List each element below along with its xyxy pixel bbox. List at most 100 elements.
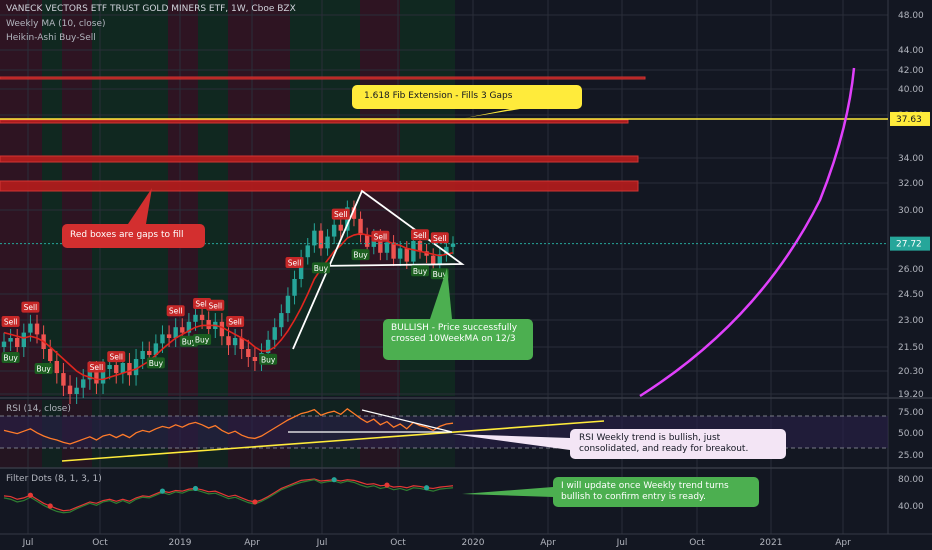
rsi-pane-label[interactable]: RSI (14, close) bbox=[6, 404, 71, 414]
signal-label: Buy bbox=[314, 264, 329, 273]
candle-body bbox=[358, 218, 363, 236]
candle-body bbox=[239, 338, 244, 349]
gap-box bbox=[0, 119, 629, 124]
filter-dots-pane-label[interactable]: Filter Dots (8, 1, 3, 1) bbox=[6, 474, 102, 484]
gaps-pointer bbox=[128, 188, 152, 224]
candle-body bbox=[404, 248, 409, 262]
candle-body bbox=[81, 379, 86, 388]
last-price-label: 27.72 bbox=[896, 240, 922, 250]
rsi-line bbox=[3, 407, 454, 445]
signal-label: Sell bbox=[209, 301, 223, 310]
buy-signal: Buy bbox=[1, 352, 20, 363]
signal-label: Sell bbox=[109, 353, 123, 362]
candle-body bbox=[298, 257, 304, 279]
candle-body bbox=[397, 248, 403, 259]
candle-body bbox=[127, 363, 132, 376]
signal-label: Buy bbox=[182, 337, 197, 346]
ma-indicator-label[interactable]: Weekly MA (10, close) bbox=[6, 19, 106, 29]
signal-badge bbox=[430, 232, 449, 244]
candle-body bbox=[100, 369, 106, 384]
price-tick-label: 30.00 bbox=[898, 206, 924, 216]
candle-body bbox=[338, 224, 343, 231]
rsi-resistance-line bbox=[361, 409, 453, 433]
signal-badge bbox=[311, 262, 330, 274]
buy-signal: Buy bbox=[193, 334, 212, 345]
sell-signal: Sell bbox=[107, 351, 126, 363]
filter-dot bbox=[159, 488, 166, 494]
candle-body bbox=[246, 349, 251, 357]
price-tick-label: 44.00 bbox=[898, 46, 924, 56]
trend-band bbox=[228, 0, 290, 396]
candle-body bbox=[252, 357, 258, 361]
sell-signal: Sell bbox=[21, 301, 40, 313]
signal-badge bbox=[285, 257, 304, 268]
sell-signal: Sell bbox=[285, 257, 304, 268]
filter-dot bbox=[331, 477, 337, 483]
candle-body bbox=[331, 224, 337, 237]
signal-badge bbox=[146, 357, 165, 369]
signal-label: Sell bbox=[288, 259, 302, 268]
signal-label: Sell bbox=[90, 363, 104, 372]
signal-badge bbox=[331, 208, 350, 220]
filter-tick-label: 80.00 bbox=[898, 475, 924, 485]
price-tick-label: 40.00 bbox=[898, 85, 924, 95]
time-tick-label: Oct bbox=[689, 538, 705, 548]
signal-badge bbox=[259, 353, 278, 365]
projection-curve bbox=[639, 67, 856, 398]
signal-label: Sell bbox=[334, 210, 348, 219]
rsi-note[interactable]: RSI Weekly trend is bullish, just consol… bbox=[570, 429, 786, 459]
price-tick-label: 42.00 bbox=[898, 66, 924, 76]
chart-title: VANECK VECTORS ETF TRUST GOLD MINERS ETF… bbox=[6, 4, 296, 14]
candle-body bbox=[114, 365, 119, 374]
candle-body bbox=[430, 255, 436, 265]
time-tick-label: Apr bbox=[540, 538, 556, 548]
candle-body bbox=[74, 387, 79, 394]
trend-band bbox=[92, 0, 122, 396]
buy-signal: Buy bbox=[351, 249, 370, 261]
candle-body bbox=[15, 338, 20, 347]
signal-label: Sell bbox=[413, 231, 427, 240]
candle-body bbox=[265, 339, 271, 353]
signal-badge bbox=[87, 361, 106, 373]
signal-label: Buy bbox=[195, 336, 210, 345]
bullish-note[interactable]: BULLISH - Price successfully crossed 10W… bbox=[383, 319, 533, 360]
time-tick-label: Apr bbox=[244, 538, 260, 548]
candle-body bbox=[173, 327, 178, 338]
buy-signal: Buy bbox=[311, 262, 330, 274]
fib-extension-note[interactable]: 1.618 Fib Extension - Fills 3 Gaps bbox=[352, 85, 582, 109]
candle-body bbox=[140, 351, 145, 359]
rsi-tick-label: 50.00 bbox=[898, 429, 924, 439]
candle-body bbox=[193, 314, 198, 322]
signal-label: Sell bbox=[24, 303, 38, 312]
time-tick-label: 2019 bbox=[169, 538, 192, 548]
signal-badge bbox=[1, 352, 20, 363]
signal-label: Sell bbox=[433, 234, 447, 243]
signal-label: Sell bbox=[4, 318, 18, 327]
candle-body bbox=[226, 336, 231, 346]
candle-body bbox=[437, 254, 442, 265]
heikin-ashi-indicator-label[interactable]: Heikin-Ashi Buy-Sell bbox=[6, 33, 96, 43]
filter-red-line bbox=[3, 478, 454, 512]
time-tick-label: Jul bbox=[22, 538, 34, 548]
signal-badge bbox=[166, 305, 185, 317]
candle-body bbox=[186, 321, 192, 333]
signal-label: Buy bbox=[353, 251, 368, 260]
candle-body bbox=[364, 235, 370, 247]
signal-badge bbox=[351, 249, 370, 261]
candle-body bbox=[292, 279, 297, 296]
candle-body bbox=[61, 373, 66, 386]
update-note[interactable]: I will update once Weekly trend turns bu… bbox=[553, 477, 759, 507]
signal-badge bbox=[34, 363, 53, 374]
sell-signal: Sell bbox=[166, 305, 185, 317]
signal-badge bbox=[371, 230, 390, 242]
candle-body bbox=[1, 341, 7, 347]
time-tick-label: Oct bbox=[390, 538, 406, 548]
candle-body bbox=[391, 242, 396, 259]
candle-body bbox=[21, 332, 27, 347]
candle-body bbox=[279, 313, 284, 328]
gaps-note[interactable]: Red boxes are gaps to fill bbox=[62, 224, 205, 248]
signal-badge bbox=[226, 316, 245, 327]
filter-dot bbox=[27, 492, 34, 498]
signal-badge bbox=[193, 334, 212, 345]
signal-badge bbox=[410, 229, 429, 241]
